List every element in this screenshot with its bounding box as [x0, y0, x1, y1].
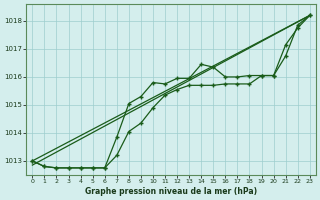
X-axis label: Graphe pression niveau de la mer (hPa): Graphe pression niveau de la mer (hPa) — [85, 187, 257, 196]
